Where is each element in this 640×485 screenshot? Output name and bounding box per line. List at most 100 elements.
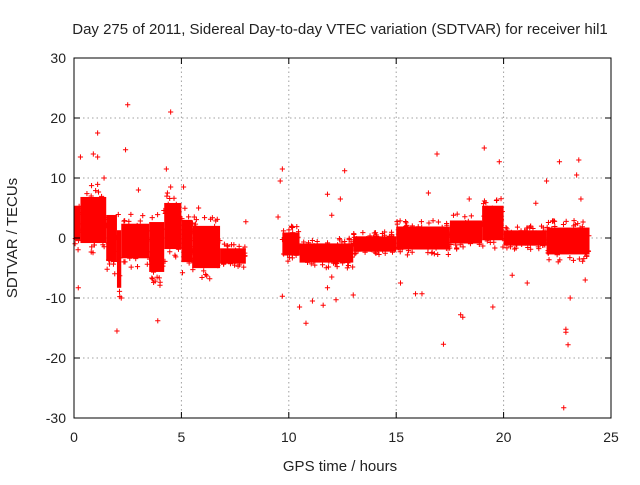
data-point [556, 159, 563, 165]
data-band-point [293, 252, 299, 259]
data-band-point [424, 230, 431, 236]
data-band-point [552, 223, 558, 230]
data-band-point [230, 252, 236, 258]
data-band [297, 235, 356, 271]
data-band-point [473, 233, 480, 239]
data-band-point [307, 245, 314, 251]
data-band-point [539, 235, 546, 242]
data-band-point [571, 218, 577, 224]
data-band-point [231, 262, 238, 268]
data-band-point [224, 243, 230, 249]
data-band-point [315, 247, 321, 253]
data-band-point [468, 213, 474, 219]
data-band-point [394, 219, 400, 225]
data-band-point [489, 205, 495, 211]
data-band-point [106, 261, 113, 267]
data-band-point [536, 231, 542, 238]
data-point [582, 277, 588, 283]
data-band-point [342, 238, 348, 245]
data-band-point [121, 259, 127, 265]
data-point [320, 302, 326, 308]
data-band-point [375, 246, 381, 252]
data-band-point [495, 208, 501, 215]
data-point [95, 154, 101, 160]
data-band-point [135, 228, 141, 234]
data-band-point [576, 256, 582, 262]
data-band-point [84, 190, 90, 197]
data-band-point [397, 218, 403, 224]
data-band-point [572, 221, 578, 228]
data-point [163, 166, 169, 172]
data-band-point [528, 246, 534, 252]
data-band-point [144, 228, 150, 234]
data-band-point [454, 211, 460, 217]
x-tick-label: 10 [281, 429, 297, 445]
data-band-point [451, 231, 457, 237]
data-band [121, 211, 151, 270]
data-band-point [195, 243, 201, 249]
data-band-point [236, 257, 242, 263]
data-band-point [289, 224, 295, 230]
data-band-point [438, 231, 445, 238]
data-band-point [335, 246, 341, 252]
data-band-point [453, 242, 459, 248]
data-band-point [297, 244, 303, 250]
data-band-point [149, 275, 155, 281]
data-band-point [465, 231, 471, 238]
data-band-point [577, 225, 583, 231]
data-band-point [450, 212, 457, 218]
data-band-point [334, 260, 340, 267]
data-point [155, 318, 161, 324]
data-band-point [507, 237, 513, 243]
data-band-point [439, 224, 445, 230]
data-point [350, 292, 356, 298]
data-point [419, 291, 425, 297]
data-band-point [346, 237, 352, 243]
data-band-point [175, 244, 181, 251]
data-band-point [144, 261, 150, 267]
data-band-point [480, 201, 487, 207]
data-band-point [146, 256, 153, 262]
data-band-point [157, 279, 163, 285]
data-band [279, 223, 302, 264]
data-band-point [405, 248, 412, 254]
data-band-point [319, 262, 326, 268]
data-band-point [345, 246, 351, 252]
data-band-point [340, 260, 346, 266]
data-point [296, 304, 303, 310]
data-band [479, 196, 506, 251]
data-band-point [425, 250, 431, 256]
data-band-point [78, 221, 84, 227]
data-point [466, 196, 472, 202]
data-band-point [556, 250, 562, 256]
data-band-point [193, 217, 199, 223]
data-band-point [125, 250, 131, 257]
data-band-point [522, 234, 528, 240]
data-band-point [492, 245, 498, 251]
data-band-point [192, 223, 198, 229]
data-band-point [346, 242, 352, 248]
data-band-point [536, 246, 542, 252]
data-band-point [240, 246, 246, 252]
data-band-point [134, 263, 141, 270]
data-band-point [337, 237, 343, 243]
data-band-point [488, 214, 495, 221]
y-tick-label: 10 [50, 170, 66, 186]
data-band-point [232, 247, 239, 253]
data-band-point [304, 259, 311, 265]
data-band-point [344, 265, 350, 271]
data-band-point [581, 256, 587, 262]
data-band-point [212, 223, 218, 230]
data-point [180, 184, 187, 190]
data-band-point [280, 228, 287, 234]
data-point [576, 157, 582, 163]
data-band-point [201, 215, 208, 221]
data-band-point [174, 237, 181, 243]
y-tick-label: 30 [50, 50, 66, 66]
data-band-point [200, 225, 206, 232]
data-band-point [408, 235, 414, 241]
data-band-point [326, 258, 332, 264]
y-tick-label: 0 [58, 230, 66, 246]
data-band-point [128, 264, 134, 270]
data-band-point [286, 227, 292, 233]
